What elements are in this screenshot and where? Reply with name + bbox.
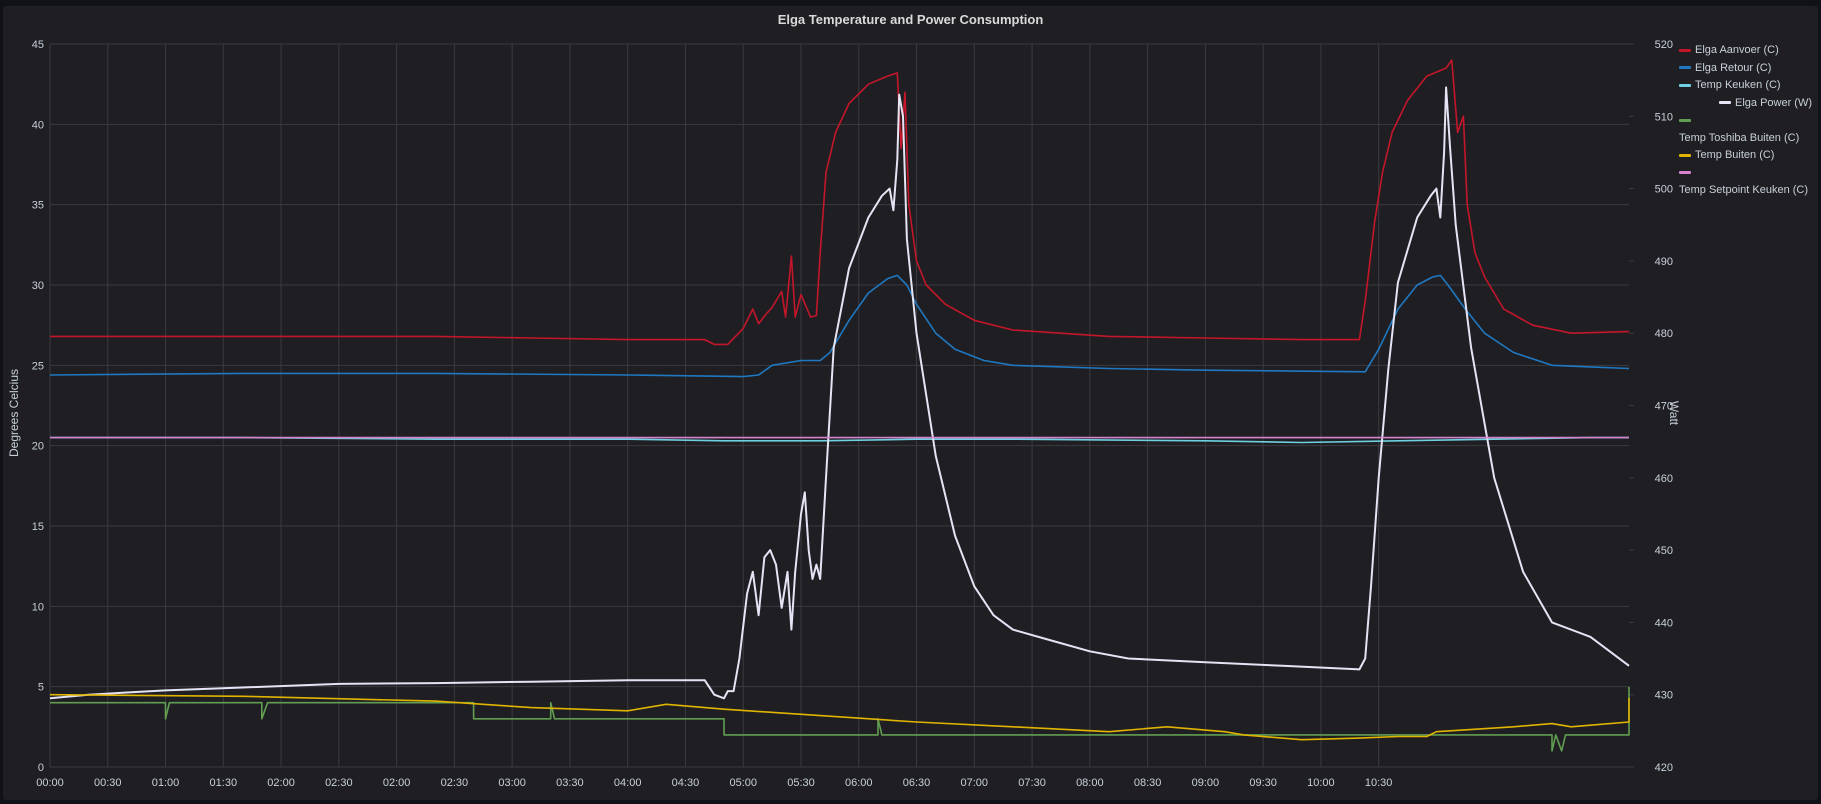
legend-swatch [1679,171,1691,175]
y-tick-label: 0 [38,762,44,774]
x-tick-label: 02:30 [441,777,469,789]
x-tick-label: 05:00 [729,777,757,789]
series-line [49,693,1630,741]
x-tick-label: 01:30 [210,777,238,789]
x-tick-label: 03:00 [498,777,526,789]
series-line [50,686,1630,752]
legend-item[interactable]: Temp Keuken (C) [1679,77,1819,95]
x-tick-label: 02:00 [383,777,411,789]
x-tick-label: 07:30 [1018,777,1046,789]
y2-axis-label: Watt [1667,401,1681,426]
y-tick-label: 45 [32,39,44,51]
legend-label: Temp Keuken (C) [1695,79,1781,91]
y-tick-label: 40 [32,119,44,131]
legend-item[interactable]: Elga Power (W) [1679,95,1819,113]
y-axis-label: Degrees Celcius [7,369,21,457]
y-tick-label: 25 [32,360,44,372]
x-tick-label: 06:30 [903,777,931,789]
x-tick-label: 04:30 [672,777,700,789]
legend-label: Temp Buiten (C) [1695,149,1775,161]
x-tick-label: 05:30 [787,777,815,789]
series-line [49,86,1630,700]
legend-label: Elga Power (W) [1735,96,1813,109]
x-tick-label: 09:30 [1249,777,1277,789]
y-tick-label: 5 [38,682,44,694]
series-line [50,59,1630,346]
y-tick-label: 10 [32,601,44,613]
y-tick-label: 20 [32,441,44,453]
x-tick-label: 02:30 [325,777,353,789]
x-tick-label: 00:30 [94,777,122,789]
legend-swatch [1679,48,1691,52]
x-tick-label: 08:00 [1076,777,1104,789]
y2-tick-label: 430 [1655,690,1673,702]
legend-swatch [1719,101,1731,105]
y2-tick-label: 510 [1655,111,1673,123]
series-lines [49,59,1630,752]
legend-label: Elga Retour (C) [1695,61,1772,74]
legend-swatch [1679,153,1691,157]
legend-item[interactable]: Temp Setpoint Keuken (C) [1679,165,1819,200]
legend-item[interactable]: Elga Aanvoer (C) [1679,42,1819,60]
y2-tick-label: 470 [1655,401,1673,413]
chart-panel [3,6,1818,800]
right-y-axis: 420 430 440 450 460 470 480 490 500 510 520 [1655,39,1673,774]
x-tick-label: 03:30 [556,777,584,789]
x-tick-label: 08:30 [1134,777,1162,789]
x-tick-label: 10:30 [1365,777,1393,789]
legend-label: Temp Toshiba Buiten (C) [1679,131,1800,144]
x-tick-label: 07:00 [961,777,989,789]
left-y-axis: 0 5 10 15 20 25 30 35 40 45 [32,39,44,774]
y-tick-label: 30 [32,280,44,292]
legend-swatch [1679,66,1691,70]
series-line [49,274,1630,378]
x-tick-label: 00:00 [36,777,64,789]
y2-tick-label: 480 [1655,328,1673,340]
legend-item[interactable]: Temp Toshiba Buiten (C) [1679,112,1819,147]
y2-tick-label: 460 [1655,473,1673,485]
legend-swatch [1679,83,1691,87]
y2-tick-label: 420 [1655,762,1673,774]
y-tick-label: 15 [32,521,44,533]
x-tick-label: 10:00 [1307,777,1335,789]
y2-tick-label: 440 [1655,617,1673,629]
panel-title: Elga Temperature and Power Consumption [777,12,1044,27]
legend-swatch [1679,118,1691,122]
legend-item[interactable]: Temp Buiten (C) [1679,147,1819,165]
y2-tick-label: 450 [1655,545,1673,557]
x-axis: 00:00 00:30 01:00 01:30 02:00 02:30 02:00 02:30… [36,777,1392,789]
x-tick-label: 01:00 [152,777,180,789]
y2-tick-label: 490 [1655,256,1673,268]
y-tick-label: 35 [32,200,44,212]
x-tick-label: 06:00 [845,777,873,789]
grid-lines [49,43,1634,768]
x-tick-label: 09:00 [1192,777,1220,789]
series-line [50,436,1629,444]
x-tick-label: 02:00 [267,777,295,789]
legend-label: Temp Setpoint Keuken (C) [1679,184,1809,196]
x-tick-label: 04:00 [614,777,642,789]
legend-label: Elga Aanvoer (C) [1695,44,1779,56]
legend-item[interactable]: Elga Retour (C) [1679,60,1819,78]
y2-tick-label: 500 [1655,184,1673,196]
legend: Elga Aanvoer (C) Elga Retour (C) Temp Ke… [1679,42,1819,200]
y2-tick-label: 520 [1655,39,1673,51]
